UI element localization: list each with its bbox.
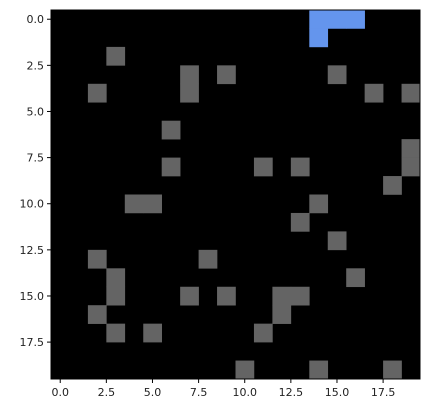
y-tick-label: 12.5 — [20, 244, 45, 257]
obstacle-cell — [143, 194, 162, 214]
obstacle-cell — [180, 83, 199, 103]
y-tick-label: 5.0 — [27, 105, 45, 118]
obstacle-cell — [87, 83, 107, 103]
obstacle-cell — [217, 65, 236, 85]
obstacle-cell — [272, 305, 292, 324]
y-tick-label: 10.0 — [20, 198, 45, 211]
obstacle-cell — [272, 286, 292, 306]
y-tick-label: 0.0 — [27, 13, 45, 26]
y-tick-label: 17.5 — [20, 336, 45, 349]
obstacle-cell — [290, 212, 310, 232]
grid-cells — [51, 10, 421, 380]
obstacle-cell — [401, 83, 421, 103]
obstacle-cell — [364, 83, 384, 103]
x-tick-label: 15.0 — [325, 386, 350, 399]
x-tick-label: 17.5 — [371, 386, 396, 399]
x-tick-label: 12.5 — [279, 386, 304, 399]
obstacle-cell — [180, 286, 199, 306]
obstacle-cell — [161, 120, 181, 140]
obstacle-cell — [106, 46, 126, 66]
obstacle-cell — [309, 194, 329, 214]
obstacle-cell — [290, 286, 310, 306]
obstacle-cell — [180, 65, 199, 85]
x-tick-label: 5.0 — [144, 386, 162, 399]
obstacle-cell — [106, 268, 126, 288]
y-tick-label: 15.0 — [20, 290, 45, 303]
x-tick-label: 0.0 — [51, 386, 69, 399]
obstacle-cell — [253, 157, 273, 177]
obstacle-cell — [253, 323, 273, 343]
obstacle-cell — [143, 323, 162, 343]
x-tick-label: 10.0 — [232, 386, 257, 399]
player-piece-cell — [346, 10, 365, 29]
obstacle-cell — [217, 286, 236, 306]
obstacle-cell — [327, 65, 347, 85]
obstacle-cell — [87, 305, 107, 324]
player-piece-cell — [309, 10, 329, 29]
obstacle-cell — [198, 249, 218, 269]
x-axis: 0.0 2.5 5.0 7.5 10.0 12.5 15.0 17.5 — [51, 379, 395, 399]
plot-frame — [50, 9, 421, 380]
obstacle-cell — [106, 323, 126, 343]
x-tick-label: 7.5 — [190, 386, 208, 399]
obstacle-cell — [401, 157, 421, 177]
obstacle-cell — [309, 360, 329, 380]
obstacle-cell — [346, 268, 365, 288]
x-tick-label: 2.5 — [98, 386, 116, 399]
obstacle-cell — [106, 286, 126, 306]
y-axis: 0.0 2.5 5.0 7.5 10.0 12.5 15.0 17.5 — [20, 13, 51, 349]
obstacle-cell — [383, 176, 402, 195]
obstacle-cell — [401, 139, 421, 158]
obstacle-cell — [87, 249, 107, 269]
y-tick-label: 7.5 — [27, 152, 45, 165]
obstacle-cell — [327, 231, 347, 251]
player-piece-cell — [309, 28, 329, 48]
obstacle-cell — [383, 360, 402, 380]
obstacle-cell — [235, 360, 255, 380]
player-piece-cell — [327, 10, 347, 29]
obstacle-cell — [124, 194, 144, 214]
obstacle-cell — [290, 157, 310, 177]
obstacle-cell — [161, 157, 181, 177]
y-tick-label: 2.5 — [27, 59, 45, 72]
